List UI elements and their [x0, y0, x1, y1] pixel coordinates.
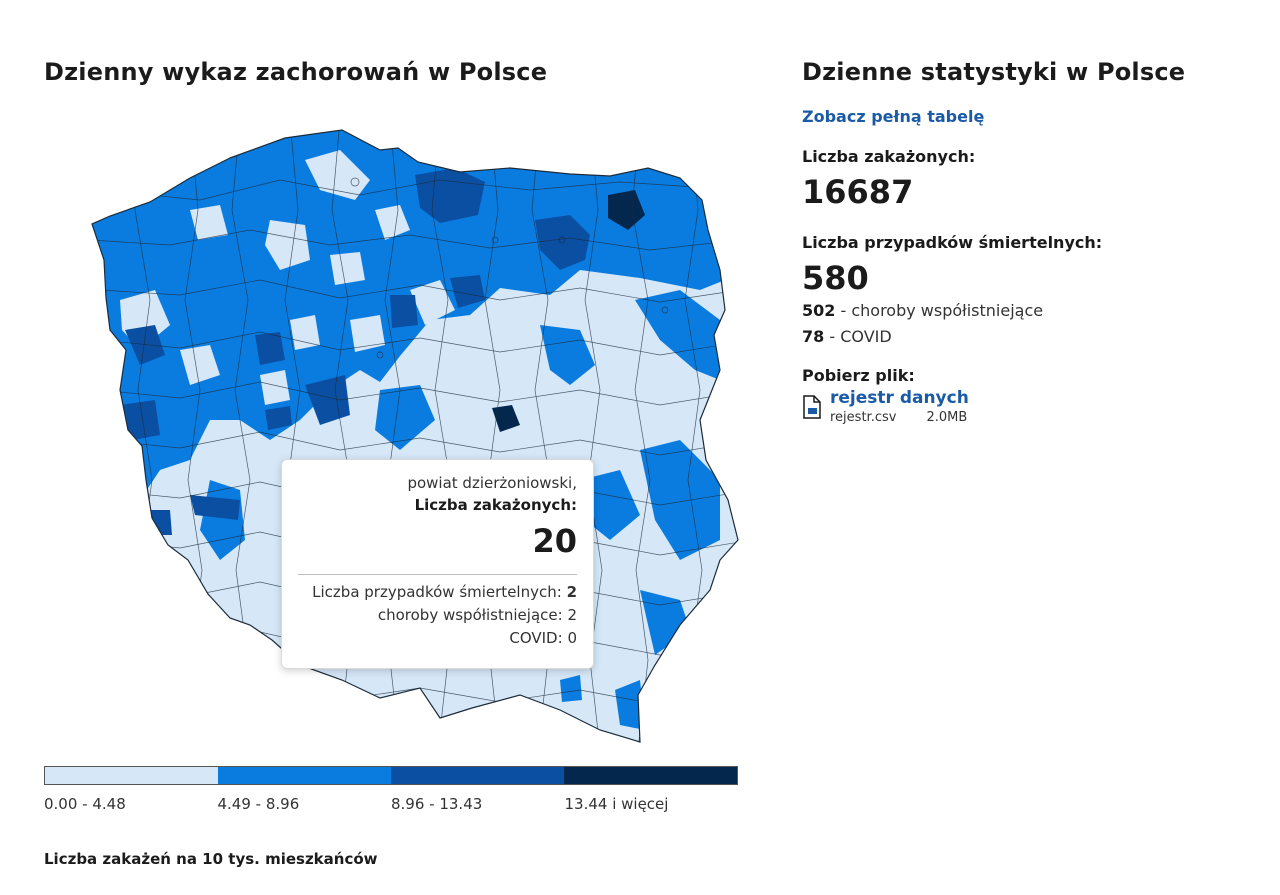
poland-outline: [91, 129, 739, 743]
daily-stats-panel: Zobacz pełną tabelę Liczba zakażonych: 1…: [802, 105, 1242, 427]
legend-label-3: 8.96 - 13.43: [391, 795, 483, 813]
tooltip-deaths-row: Liczba przypadków śmiertelnych: 2: [298, 581, 577, 604]
legend-label-1: 0.00 - 4.48: [44, 795, 126, 813]
tooltip-comorbid-value: 2: [567, 606, 577, 624]
full-table-link[interactable]: Zobacz pełną tabelę: [802, 107, 985, 126]
deaths-label: Liczba przypadków śmiertelnych:: [802, 233, 1103, 252]
tooltip-deaths-value: 2: [566, 583, 577, 601]
legend-swatch-3: [391, 767, 564, 784]
legend-caption: Liczba zakażeń na 10 tys. mieszkańców: [44, 850, 378, 868]
deaths-value: 580: [802, 259, 869, 297]
legend-color-bar: [44, 766, 738, 785]
legend-swatch-2: [218, 767, 391, 784]
poland-district-map[interactable]: [80, 120, 750, 750]
infected-label: Liczba zakażonych:: [802, 147, 976, 166]
tooltip-cases-value: 20: [532, 522, 577, 560]
tooltip-deaths-label: Liczba przypadków śmiertelnych:: [312, 583, 562, 601]
file-filename: rejestr.csv: [830, 410, 897, 425]
district-tooltip: powiat dzierżoniowski, Liczba zakażonych…: [281, 459, 594, 669]
legend-label-4: 13.44 i więcej: [564, 795, 669, 813]
tooltip-comorbid-label: choroby współistniejące:: [377, 606, 563, 624]
tooltip-district: powiat dzierżoniowski,: [407, 474, 577, 492]
covid-value: 78: [802, 327, 825, 346]
stats-title: Dzienne statystyki w Polsce: [802, 58, 1186, 86]
file-download-item[interactable]: rejestr danych rejestr.csv 2.0MB: [802, 387, 1242, 427]
file-size: 2.0MB: [926, 410, 968, 425]
comorbid-row: 502 - choroby współistniejące: [802, 298, 1242, 324]
tooltip-comorbid-row: choroby współistniejące: 2: [298, 604, 577, 627]
tooltip-covid-label: COVID:: [509, 629, 563, 647]
covid-text: - COVID: [824, 327, 892, 346]
covid-row: 78 - COVID: [802, 324, 1242, 350]
legend-swatch-4: [564, 767, 737, 784]
comorbid-value: 502: [802, 301, 836, 320]
infected-value: 16687: [802, 173, 914, 211]
tooltip-covid-value: 0: [567, 629, 577, 647]
legend-label-2: 4.49 - 8.96: [217, 795, 300, 813]
tooltip-covid-row: COVID: 0: [298, 627, 577, 650]
download-label: Pobierz plik:: [802, 366, 915, 385]
tooltip-divider: [298, 574, 577, 575]
file-download-icon[interactable]: [802, 387, 830, 427]
tooltip-cases-label: Liczba zakażonych:: [414, 496, 577, 514]
legend-swatch-1: [45, 767, 218, 784]
file-download-link[interactable]: rejestr danych: [830, 388, 969, 408]
map-legend: 0.00 - 4.48 4.49 - 8.96 8.96 - 13.43 13.…: [44, 766, 738, 813]
map-title: Dzienny wykaz zachorowań w Polsce: [44, 58, 548, 86]
comorbid-text: - choroby współistniejące: [835, 301, 1044, 320]
